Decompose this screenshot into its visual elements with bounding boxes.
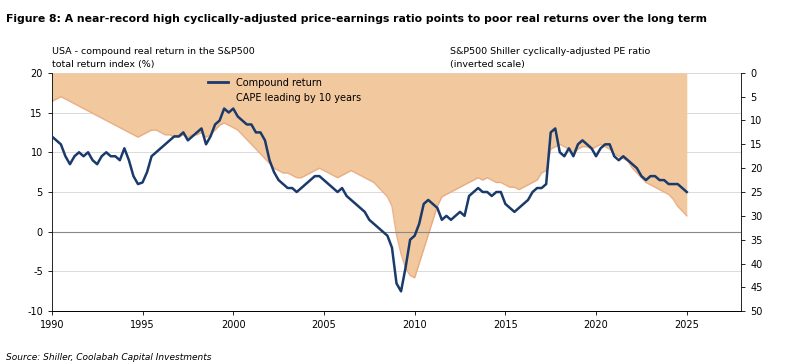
Text: total return index (%): total return index (%) [52, 60, 155, 69]
Text: S&P500 Shiller cyclically-adjusted PE ratio: S&P500 Shiller cyclically-adjusted PE ra… [450, 47, 650, 56]
Text: USA - compound real return in the S&P500: USA - compound real return in the S&P500 [52, 47, 254, 56]
Text: (inverted scale): (inverted scale) [450, 60, 525, 69]
Text: Source: Shiller, Coolabah Capital Investments: Source: Shiller, Coolabah Capital Invest… [6, 353, 212, 362]
Legend: Compound return, CAPE leading by 10 years: Compound return, CAPE leading by 10 year… [208, 78, 361, 103]
Text: Figure 8: A near-record high cyclically-adjusted price-earnings ratio points to : Figure 8: A near-record high cyclically-… [6, 14, 708, 24]
